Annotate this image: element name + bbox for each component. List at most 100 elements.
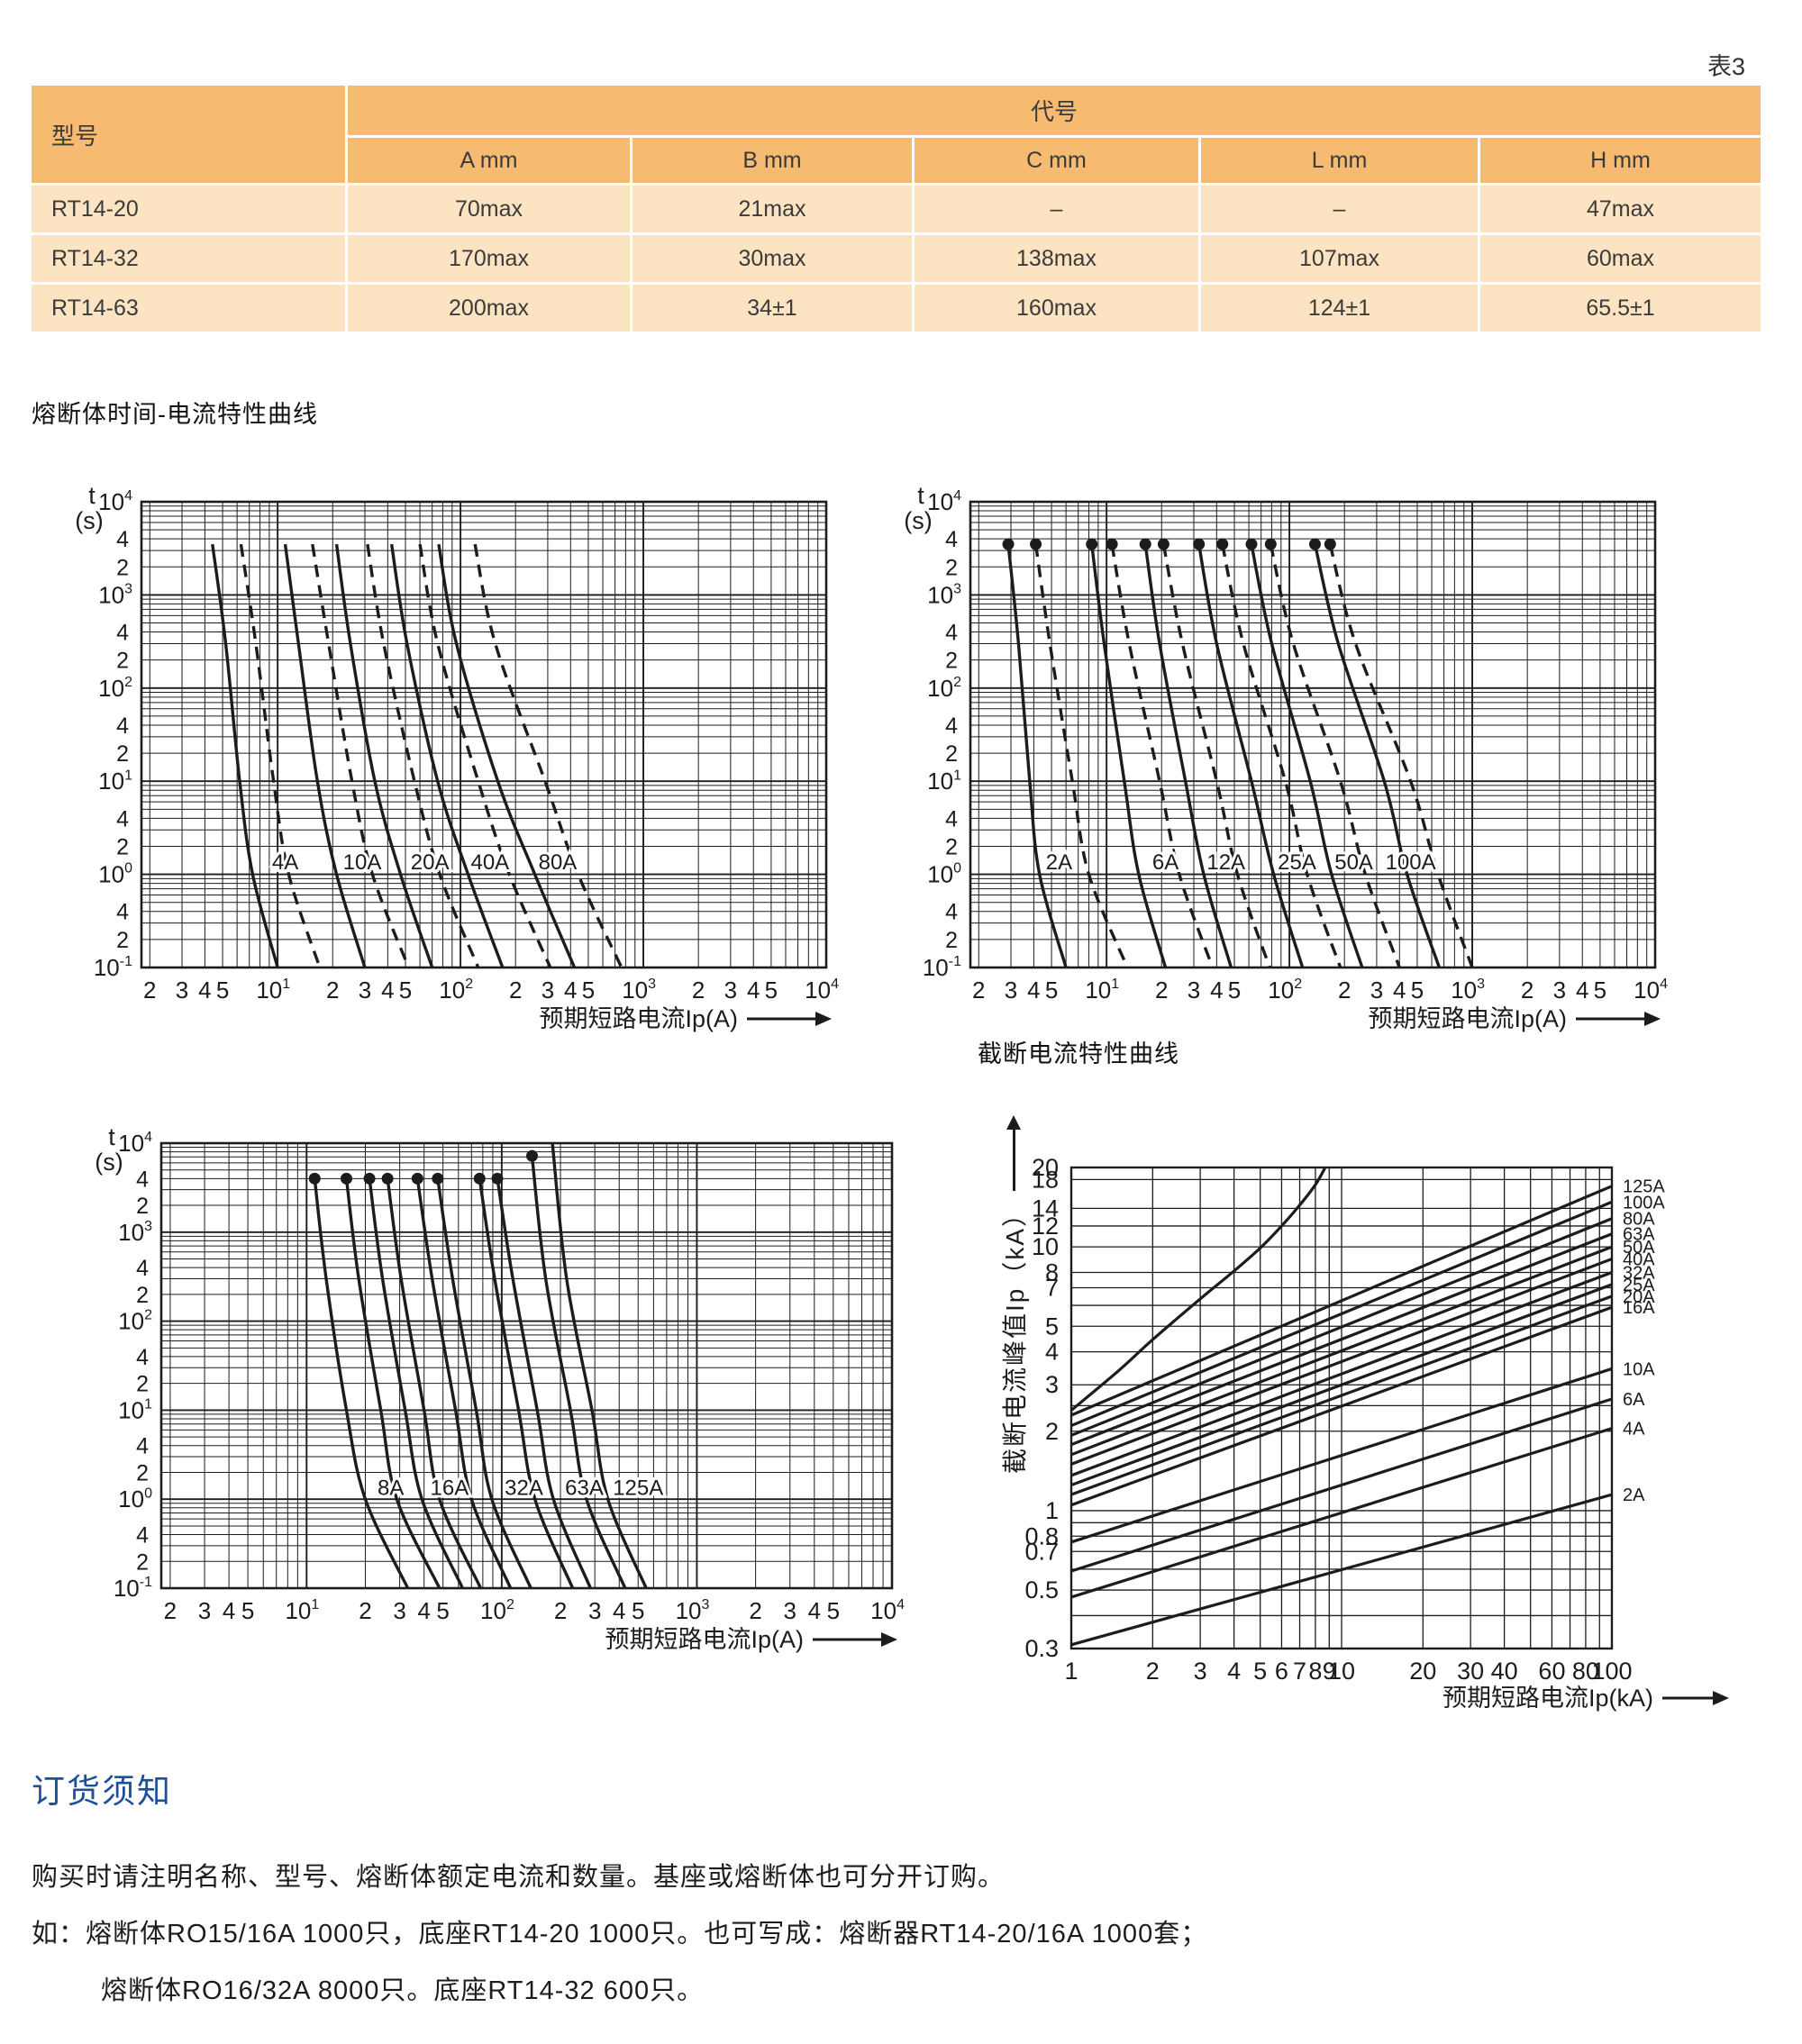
table-cell: 34±1: [633, 285, 912, 332]
svg-text:4: 4: [116, 527, 129, 552]
svg-text:8: 8: [1308, 1658, 1322, 1685]
svg-text:4: 4: [136, 1167, 149, 1192]
table-subheader: L mm: [1201, 138, 1478, 183]
svg-text:20: 20: [1409, 1658, 1436, 1685]
svg-text:4: 4: [136, 1434, 149, 1459]
table-cell: 170max: [348, 235, 630, 282]
svg-text:50A: 50A: [1623, 1238, 1655, 1258]
svg-text:5: 5: [1045, 977, 1058, 1004]
svg-text:4: 4: [136, 1523, 149, 1549]
svg-text:5: 5: [765, 977, 778, 1004]
svg-text:104: 104: [805, 977, 839, 1004]
svg-text:2: 2: [1521, 977, 1534, 1004]
table-cell-model: RT14-20: [32, 186, 345, 232]
svg-text:4: 4: [116, 621, 129, 646]
svg-text:103: 103: [98, 581, 132, 608]
svg-text:4: 4: [1210, 977, 1223, 1004]
svg-text:2: 2: [136, 1549, 149, 1575]
svg-text:5: 5: [1253, 1658, 1267, 1685]
svg-text:104: 104: [927, 488, 961, 515]
svg-text:4: 4: [945, 900, 958, 925]
svg-text:3: 3: [359, 977, 371, 1004]
svg-text:(s): (s): [75, 507, 103, 534]
svg-text:104: 104: [98, 488, 132, 515]
table-cell-model: RT14-32: [32, 235, 345, 282]
svg-text:3: 3: [724, 977, 737, 1004]
table-cell-model: RT14-63: [32, 285, 345, 332]
svg-text:100A: 100A: [1623, 1193, 1665, 1213]
svg-text:50A: 50A: [1334, 850, 1373, 875]
svg-text:30: 30: [1457, 1658, 1484, 1685]
svg-text:100: 100: [927, 861, 961, 888]
svg-text:10A: 10A: [1623, 1359, 1655, 1379]
svg-text:63A: 63A: [565, 1476, 604, 1500]
order-note-line: 熔断体RO16/32A 8000只。底座RT14-32 600只。: [101, 1976, 705, 2005]
table-cell: 200max: [348, 285, 630, 332]
svg-text:6A: 6A: [1152, 850, 1179, 875]
svg-text:5: 5: [436, 1597, 449, 1624]
svg-text:4: 4: [564, 977, 577, 1004]
cutoff-y-axis-label: 截断电流峰值Ip（kA）: [1001, 1200, 1029, 1475]
svg-text:8A: 8A: [378, 1476, 404, 1500]
svg-text:4: 4: [223, 1597, 235, 1624]
svg-text:预期短路电流Ip(A): 预期短路电流Ip(A): [1368, 1005, 1567, 1032]
svg-text:4: 4: [1027, 977, 1040, 1004]
svg-text:4: 4: [808, 1597, 821, 1624]
svg-text:2: 2: [692, 977, 705, 1004]
svg-text:5: 5: [216, 977, 229, 1004]
svg-text:4: 4: [747, 977, 760, 1004]
svg-text:1: 1: [1045, 1497, 1059, 1524]
svg-text:4: 4: [945, 713, 958, 739]
table-header-group: 代号: [348, 86, 1761, 135]
table-subheader: H mm: [1480, 138, 1761, 183]
svg-text:20: 20: [1032, 1154, 1059, 1181]
svg-text:3: 3: [1553, 977, 1566, 1004]
svg-text:t: t: [88, 482, 96, 509]
svg-text:2: 2: [1338, 977, 1351, 1004]
svg-text:5: 5: [1228, 977, 1241, 1004]
table-cell: 21max: [633, 186, 912, 232]
svg-text:7: 7: [1045, 1274, 1059, 1301]
svg-text:103: 103: [927, 581, 961, 608]
svg-text:2: 2: [164, 1597, 177, 1624]
table-cell: –: [1201, 186, 1478, 232]
table-number-label: 表3: [1707, 53, 1746, 80]
svg-text:10-1: 10-1: [114, 1575, 152, 1602]
svg-text:4: 4: [381, 977, 394, 1004]
svg-text:12A: 12A: [1206, 850, 1245, 875]
table-subheader: C mm: [915, 138, 1198, 183]
svg-text:9: 9: [1323, 1658, 1336, 1685]
svg-text:103: 103: [676, 1597, 710, 1624]
svg-text:100A: 100A: [1386, 850, 1436, 875]
svg-text:5: 5: [399, 977, 412, 1004]
order-notes-title: 订货须知: [32, 1773, 172, 1810]
table-cell: 70max: [348, 186, 630, 232]
svg-text:14: 14: [1032, 1195, 1059, 1222]
svg-text:101: 101: [285, 1597, 319, 1624]
svg-text:2A: 2A: [1046, 850, 1072, 875]
svg-text:4: 4: [136, 1345, 149, 1370]
svg-text:预期短路电流Ip(A): 预期短路电流Ip(A): [539, 1005, 738, 1032]
svg-text:2: 2: [143, 977, 156, 1004]
svg-text:5: 5: [1045, 1313, 1059, 1340]
svg-text:2: 2: [749, 1597, 761, 1624]
svg-text:10-1: 10-1: [923, 954, 961, 981]
svg-text:103: 103: [1451, 977, 1485, 1004]
svg-text:2: 2: [116, 555, 129, 580]
svg-text:10: 10: [1032, 1233, 1059, 1260]
svg-text:4: 4: [945, 621, 958, 646]
svg-text:4A: 4A: [272, 850, 298, 875]
svg-text:4: 4: [945, 806, 958, 831]
svg-text:5: 5: [1594, 977, 1606, 1004]
table-header-model: 型号: [32, 86, 345, 183]
svg-text:0.8: 0.8: [1024, 1522, 1059, 1549]
svg-text:(s): (s): [904, 507, 932, 534]
svg-text:40A: 40A: [1623, 1250, 1655, 1270]
svg-text:3: 3: [542, 977, 554, 1004]
section-title-cutoff: 截断电流特性曲线: [978, 1040, 1179, 1067]
svg-text:1: 1: [1064, 1658, 1078, 1685]
svg-text:预期短路电流Ip(A): 预期短路电流Ip(A): [605, 1626, 804, 1653]
table-cell: 138max: [915, 235, 1198, 282]
svg-text:3: 3: [176, 977, 188, 1004]
